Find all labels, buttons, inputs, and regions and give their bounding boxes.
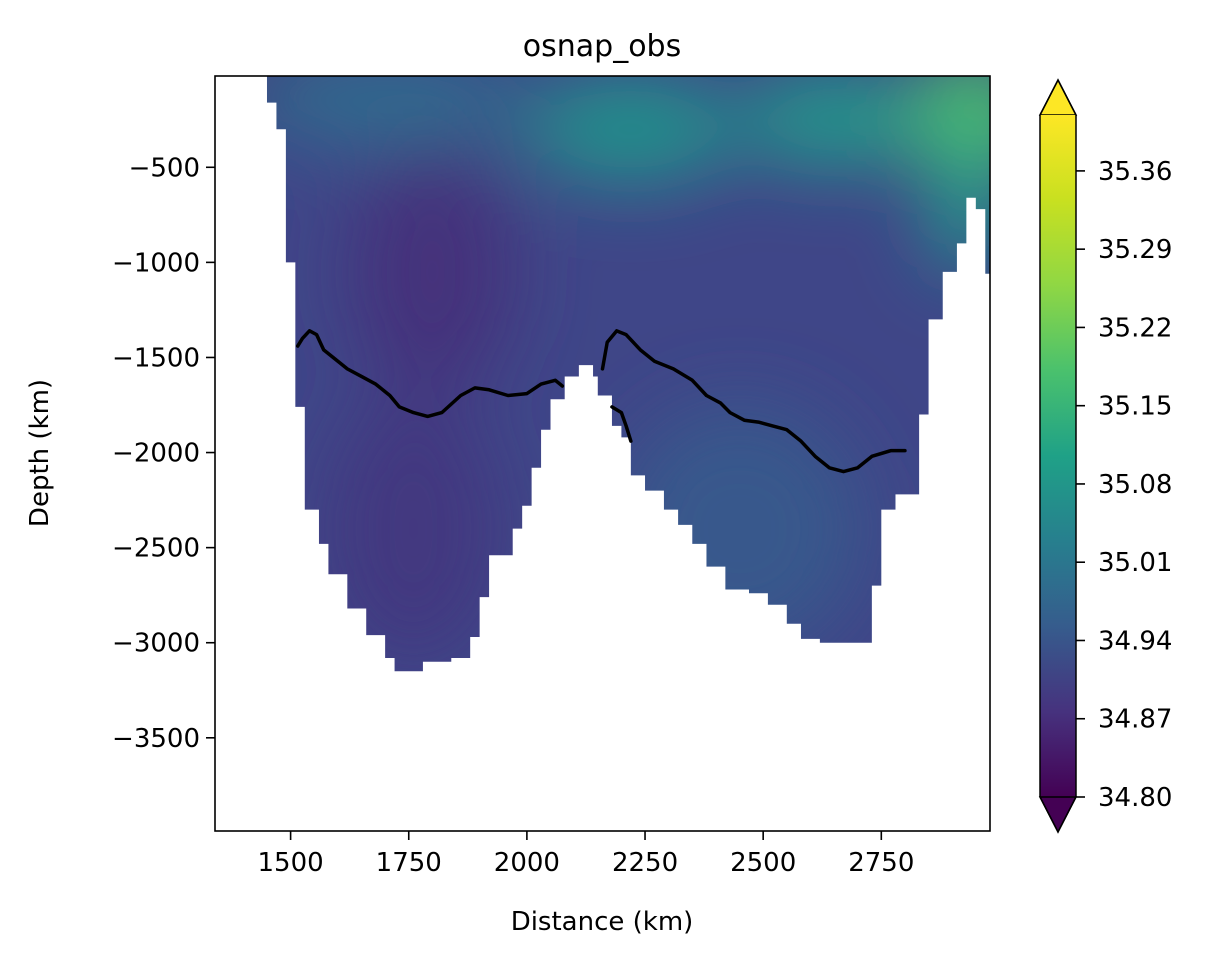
isohaline-contour-segment	[295, 329, 565, 419]
colorbar-tick-label: 34.94	[1098, 626, 1172, 656]
x-tick-label: 2000	[494, 848, 560, 878]
x-tick-label: 2500	[730, 848, 796, 878]
field-region-western-basin-core	[352, 148, 513, 396]
colorbar-over-extension	[1038, 78, 1078, 116]
isohaline-contour-segment	[610, 405, 633, 443]
field-region-western-basin-deep	[328, 395, 499, 662]
plot-area	[215, 76, 990, 831]
chart-title: osnap_obs	[523, 29, 681, 64]
x-tick-label: 2250	[612, 848, 678, 878]
colorbar-tick-label: 35.15	[1098, 392, 1172, 422]
colorbar-tick-label: 35.29	[1098, 235, 1172, 265]
colorbar: 34.80 34.87 34.94 35.01 35.08 35.15 35.22 35.29…	[1038, 78, 1172, 834]
y-tick-label: −2500	[112, 534, 200, 564]
colorbar-tick-label: 35.08	[1098, 470, 1172, 500]
x-tick-label: 1750	[376, 848, 442, 878]
y-tick-label: −1500	[112, 343, 200, 373]
y-axis-label: Depth (km)	[25, 379, 55, 527]
colorbar-tick-label: 34.80	[1098, 783, 1172, 813]
x-tick-label: 2750	[848, 848, 914, 878]
y-tick-label: −500	[129, 153, 200, 183]
y-tick-label: −2000	[112, 439, 200, 469]
field-region-surface-east-mid	[739, 76, 929, 168]
x-axis: 1500 1750 2000 2250 2500 2750	[258, 831, 914, 878]
field-region-surface-mid	[522, 76, 740, 183]
bathymetry-mask	[215, 76, 990, 831]
plot-frame	[214, 75, 991, 832]
colorbar-tick-label: 35.22	[1098, 313, 1172, 343]
y-axis: −500 −1000 −1500 −2000 −2500 −3000 −3500	[112, 153, 215, 754]
colorbar-gradient	[1040, 115, 1076, 797]
y-tick-label: −3000	[112, 629, 200, 659]
y-tick-label: −3500	[112, 724, 200, 754]
colorbar-tick-label: 34.87	[1098, 705, 1172, 735]
colorbar-outline	[1039, 78, 1077, 834]
field-region-surface-west	[243, 76, 527, 143]
colorbar-under-extension	[1038, 796, 1078, 834]
y-tick-label: −1000	[112, 248, 200, 278]
colorbar-tick-label: 35.01	[1098, 548, 1172, 578]
isohaline-contour-segment	[600, 329, 907, 474]
x-tick-label: 1500	[258, 848, 324, 878]
colorbar-tick-label: 35.36	[1098, 157, 1172, 187]
x-axis-label: Distance (km)	[511, 907, 694, 937]
